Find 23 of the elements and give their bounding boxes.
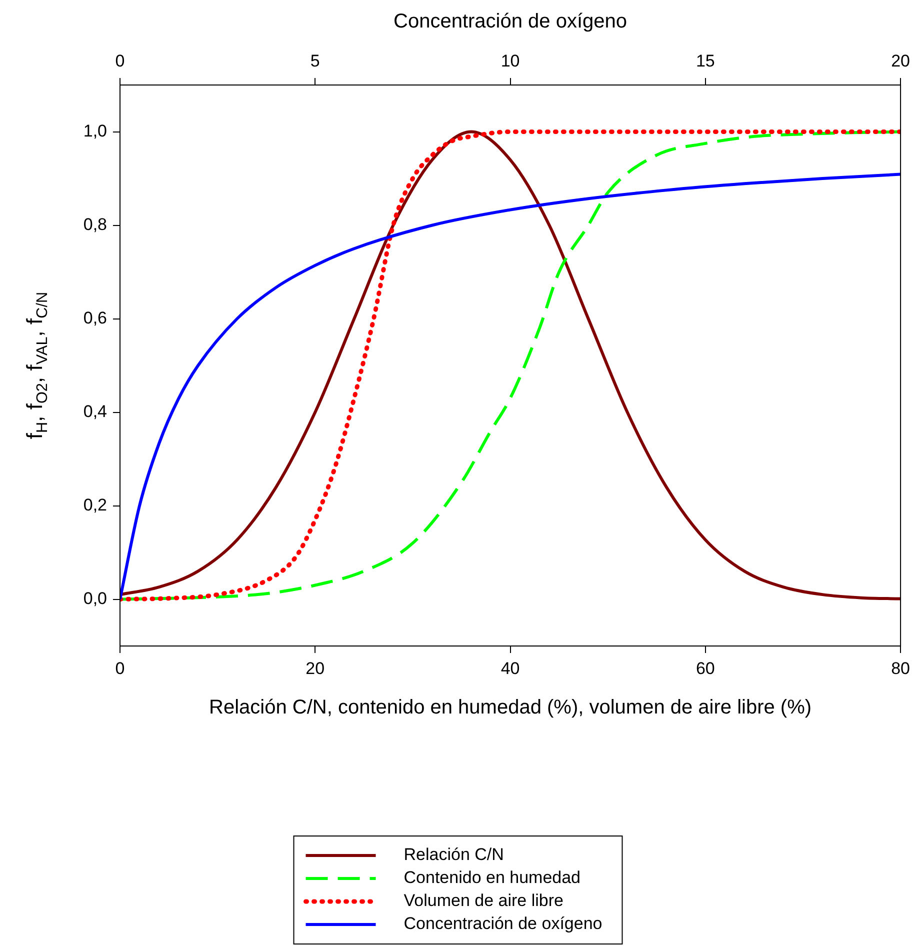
- legend-label: Volumen de aire libre: [404, 891, 564, 910]
- y-tick-label: 0,2: [83, 495, 107, 514]
- x2-tick-label: 20: [891, 51, 910, 70]
- x-axis-title: Relación C/N, contenido en humedad (%), volumen de aire libre (%): [209, 696, 812, 719]
- y-axis-title: fH, fO2, fVAL, fC/N: [22, 292, 51, 440]
- y-tick-label: 0,6: [83, 308, 107, 328]
- x-tick-label: 60: [696, 658, 715, 678]
- x2-tick-label: 0: [115, 51, 125, 70]
- legend-label: Concentración de oxígeno: [404, 914, 602, 934]
- x-tick-label: 80: [891, 658, 910, 678]
- y-tick-label: 0,8: [83, 214, 107, 234]
- y-tick-label: 1,0: [83, 121, 107, 140]
- x-tick-label: 0: [115, 658, 125, 678]
- legend-label: Contenido en humedad: [404, 868, 581, 888]
- y-tick-label: 0,0: [83, 588, 107, 608]
- x2-tick-label: 5: [310, 51, 320, 70]
- x2-tick-label: 15: [696, 51, 715, 70]
- x2-axis-title: Concentración de oxígeno: [394, 10, 628, 33]
- x-tick-label: 40: [500, 658, 520, 678]
- y-tick-label: 0,4: [83, 402, 107, 421]
- x-tick-label: 20: [306, 658, 325, 678]
- x2-tick-label: 10: [500, 51, 520, 70]
- legend-label: Relación C/N: [404, 845, 504, 864]
